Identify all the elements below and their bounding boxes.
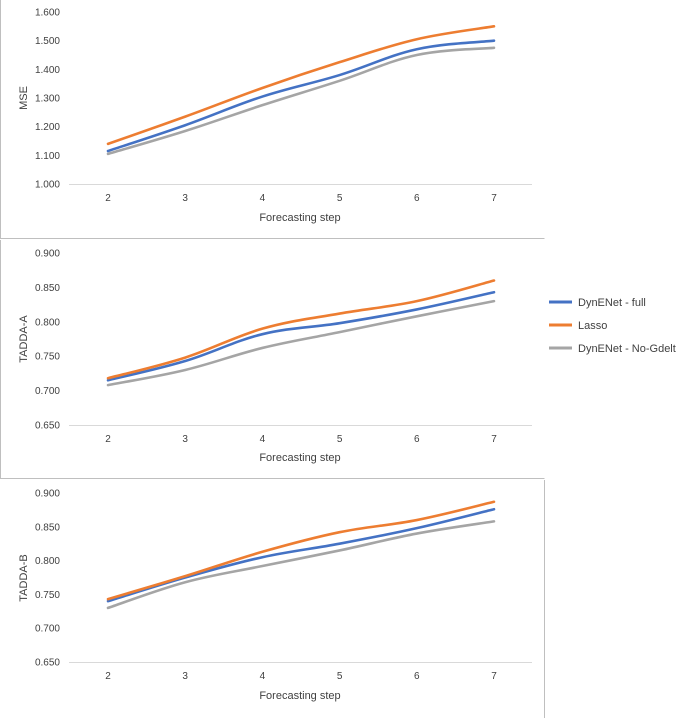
chart-legend: DynENet - full Lasso DynENet - No-Gdelt: [549, 297, 676, 355]
x-tick-label-mse: 7: [491, 193, 497, 204]
x-tick-label-tadda-b: 4: [260, 671, 266, 682]
y-tick-label-tadda-a: 0.650: [35, 421, 60, 432]
x-tick-label-tadda-a: 2: [105, 434, 111, 445]
y-tick-label-mse: 1.600: [35, 8, 60, 19]
y-axis-title-tadda-b: TADDA-B: [18, 554, 30, 601]
x-tick-label-tadda-b: 2: [105, 671, 111, 682]
x-axis-title-tadda-b: Forecasting step: [259, 690, 340, 702]
y-tick-label-tadda-b: 0.900: [35, 489, 60, 500]
series-line-lasso-mse: [106, 25, 496, 146]
legend-label-lasso: Lasso: [578, 320, 607, 332]
x-tick-label-mse: 5: [337, 193, 343, 204]
y-tick-label-tadda-a: 0.850: [35, 283, 60, 294]
series-line-dynenet-full-mse: [106, 39, 496, 153]
y-tick-label-mse: 1.300: [35, 94, 60, 105]
x-tick-label-tadda-a: 6: [414, 434, 420, 445]
chart-tadda-a: 0.650 0.700 0.750 0.800 0.850 0.900 2 3 4 5 6 7 Fore…: [18, 249, 532, 464]
y-axis-title-tadda-a: TADDA-A: [18, 315, 30, 363]
y-tick-label-tadda-b: 0.750: [35, 590, 60, 601]
chart-tadda-b: 0.650 0.700 0.750 0.800 0.850 0.900 2 3 4 5 6 7 Fore…: [18, 489, 532, 702]
y-tick-label-mse: 1.100: [35, 151, 60, 162]
series-line-lasso-tadda-a: [106, 279, 496, 380]
x-tick-label-tadda-a: 4: [260, 434, 266, 445]
x-tick-label-mse: 6: [414, 193, 420, 204]
y-tick-label-tadda-a: 0.900: [35, 249, 60, 260]
chart-frame-mse: [0, 0, 545, 239]
y-tick-label-tadda-b: 0.700: [35, 624, 60, 635]
y-tick-label-tadda-b: 0.800: [35, 556, 60, 567]
x-tick-label-mse: 2: [105, 193, 111, 204]
y-tick-label-tadda-a: 0.750: [35, 352, 60, 363]
x-tick-label-tadda-b: 6: [414, 671, 420, 682]
x-tick-label-tadda-a: 5: [337, 434, 343, 445]
y-tick-label-mse: 1.500: [35, 36, 60, 47]
x-tick-label-tadda-b: 7: [491, 671, 497, 682]
y-axis-title-mse: MSE: [18, 86, 30, 110]
legend-label-dynenet-no-gdelt: DynENet - No-Gdelt: [578, 343, 676, 355]
x-tick-label-mse: 4: [260, 193, 266, 204]
y-tick-label-tadda-b: 0.650: [35, 658, 60, 669]
y-tick-label-mse: 1.200: [35, 122, 60, 133]
y-tick-label-tadda-b: 0.850: [35, 522, 60, 533]
series-line-dynenet-no-gdelt-tadda-a: [106, 299, 496, 387]
series-line-dynenet-full-tadda-a: [106, 290, 496, 382]
legend-label-dynenet-full: DynENet - full: [578, 297, 646, 309]
series-line-dynenet-no-gdelt-mse: [106, 46, 496, 156]
x-axis-title-tadda-a: Forecasting step: [259, 452, 340, 464]
chart-mse: 1.000 1.100 1.200 1.300 1.400 1.500 1.600 2 3 4 5 6…: [18, 8, 532, 224]
y-tick-label-tadda-a: 0.700: [35, 386, 60, 397]
series-line-dynenet-no-gdelt-tadda-b: [106, 520, 496, 610]
y-tick-label-mse: 1.400: [35, 65, 60, 76]
y-tick-label-mse: 1.000: [35, 180, 60, 191]
y-tick-label-tadda-a: 0.800: [35, 317, 60, 328]
series-line-lasso-tadda-b: [106, 500, 496, 601]
x-tick-label-tadda-b: 3: [182, 671, 188, 682]
x-tick-label-mse: 3: [182, 193, 188, 204]
x-tick-label-tadda-b: 5: [337, 671, 343, 682]
x-tick-label-tadda-a: 7: [491, 434, 497, 445]
x-tick-label-tadda-a: 3: [182, 434, 188, 445]
chart-frame-tadda-a: [0, 240, 545, 479]
x-axis-title-mse: Forecasting step: [259, 212, 340, 224]
